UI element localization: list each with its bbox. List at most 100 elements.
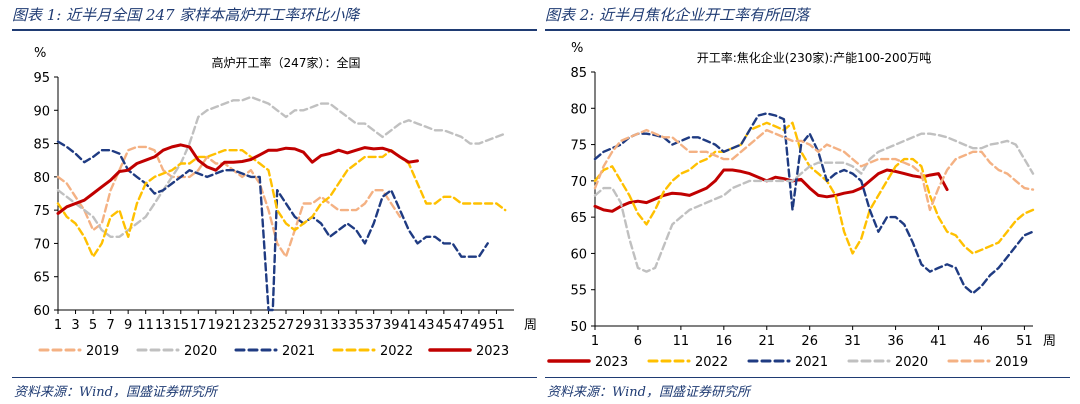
x-tick-label: 15 [172, 318, 189, 333]
title-divider [545, 29, 1070, 31]
title-divider [12, 29, 537, 31]
legend-label: 2021 [282, 344, 315, 359]
x-tick-label: 47 [453, 318, 470, 333]
series-line-2021 [593, 112, 1035, 295]
y-tick-label: 65 [33, 271, 50, 286]
x-tick-label: 35 [348, 318, 365, 333]
legend-item-2022: 2022 [647, 355, 728, 370]
x-tick-label: 9 [124, 318, 132, 333]
figure-panel-left: 图表 1: 近半月全国 247 家样本高炉开工率环比小降 高炉开工率（247家）… [12, 0, 537, 404]
series-line-2023 [56, 143, 419, 215]
chart-title: 高炉开工率（247家）：全国 [212, 55, 361, 70]
x-tick-label: 11 [137, 318, 154, 333]
x-tick-label: 1 [591, 334, 599, 349]
x-tick-label: 39 [383, 318, 400, 333]
legend-item-2021: 2021 [234, 344, 315, 359]
x-tick-label: 21 [758, 334, 775, 349]
y-tick-label: 65 [570, 211, 587, 226]
chart-coking: 开工率:焦化企业(230家):产能100-200万吨% 50 55 60 65 70 75 8… [547, 41, 1056, 370]
x-tick-label: 23 [243, 318, 260, 333]
x-tick-label: 33 [330, 318, 347, 333]
figure-panel-right: 图表 2: 近半月焦化企业开工率有所回落 开工率:焦化企业(230家):产能10… [545, 0, 1070, 404]
x-tick-label: 41 [930, 334, 947, 349]
y-tick-label: 55 [570, 284, 587, 299]
y-tick-label: 70 [33, 237, 50, 252]
x-tick-label: 31 [844, 334, 861, 349]
y-tick-label: 95 [33, 71, 50, 86]
y-tick-label: 75 [570, 139, 587, 154]
x-tick-label: 29 [295, 318, 312, 333]
x-tick-label: 51 [488, 318, 505, 333]
x-tick-label: 41 [400, 318, 417, 333]
x-tick-label: 5 [89, 318, 97, 333]
x-tick-label: 26 [801, 334, 818, 349]
x-tick-label: 6 [634, 334, 642, 349]
legend-item-2022: 2022 [332, 344, 413, 359]
series-line-2020 [56, 95, 507, 238]
y-tick-label: 85 [570, 66, 587, 81]
x-tick-label: 21 [225, 318, 242, 333]
legend-item-2023: 2023 [547, 355, 628, 370]
x-tick-label: 43 [418, 318, 435, 333]
y-axis-unit-label: % [34, 46, 46, 61]
x-tick-label: 45 [436, 318, 453, 333]
legend-label: 2023 [476, 344, 509, 359]
y-tick-label: 80 [33, 171, 50, 186]
x-tick-label: 17 [190, 318, 207, 333]
x-tick-label: 25 [260, 318, 277, 333]
series-line-2022 [56, 149, 507, 258]
chart-title: 开工率:焦化企业(230家):产能100-200万吨 [697, 50, 932, 65]
x-tick-label: 27 [278, 318, 295, 333]
source-divider [12, 377, 537, 378]
series-line-2020 [593, 132, 1035, 273]
legend-label: 2022 [380, 344, 413, 359]
series-line-2019 [56, 145, 402, 258]
x-tick-label: 36 [887, 334, 904, 349]
figure-title: 图表 2: 近半月焦化企业开工率有所回落 [545, 6, 810, 24]
x-tick-label: 31 [313, 318, 330, 333]
series-line-2019 [593, 128, 1035, 212]
x-tick-label: 13 [155, 318, 172, 333]
x-tick-label: 3 [71, 318, 79, 333]
legend-item-2020: 2020 [136, 344, 217, 359]
x-tick-label: 11 [673, 334, 690, 349]
y-tick-label: 70 [570, 175, 587, 190]
x-tick-label: 51 [1016, 334, 1033, 349]
legend-label: 2019 [86, 344, 119, 359]
source-divider [545, 377, 1070, 378]
y-tick-label: 60 [570, 247, 587, 262]
figure-source: 资料来源：Wind，国盛证券研究所 [14, 385, 217, 400]
legend-item-2019: 2019 [38, 344, 119, 359]
y-tick-label: 85 [33, 138, 50, 153]
legend-label: 2023 [595, 355, 628, 370]
x-tick-label: 46 [973, 334, 990, 349]
y-tick-label: 75 [33, 204, 50, 219]
y-tick-label: 90 [33, 104, 50, 119]
legend-label: 2020 [184, 344, 217, 359]
legend-label: 2022 [695, 355, 728, 370]
x-tick-label: 1 [54, 318, 62, 333]
x-tick-label: 7 [106, 318, 114, 333]
series-line-2021 [56, 140, 489, 312]
y-tick-label: 80 [570, 102, 587, 117]
series-line-2023 [593, 168, 949, 213]
legend-label: 2019 [995, 355, 1028, 370]
y-tick-label: 50 [570, 320, 587, 335]
legend-label: 2021 [795, 355, 828, 370]
y-axis-unit-label: % [571, 41, 583, 56]
legend-item-2019: 2019 [947, 355, 1028, 370]
x-tick-label: 49 [471, 318, 488, 333]
x-tick-label: 19 [208, 318, 225, 333]
legend-item-2021: 2021 [747, 355, 828, 370]
x-tick-label: 16 [716, 334, 733, 349]
x-axis-unit-label: 周 [1043, 334, 1056, 349]
figure-title: 图表 1: 近半月全国 247 家样本高炉开工率环比小降 [12, 6, 360, 24]
y-tick-label: 60 [33, 304, 50, 319]
x-tick-label: 37 [365, 318, 382, 333]
legend-label: 2020 [895, 355, 928, 370]
x-axis-unit-label: 周 [524, 318, 537, 333]
legend-item-2020: 2020 [847, 355, 928, 370]
figure-source: 资料来源：Wind，国盛证券研究所 [547, 385, 750, 400]
legend-item-2023: 2023 [428, 344, 509, 359]
